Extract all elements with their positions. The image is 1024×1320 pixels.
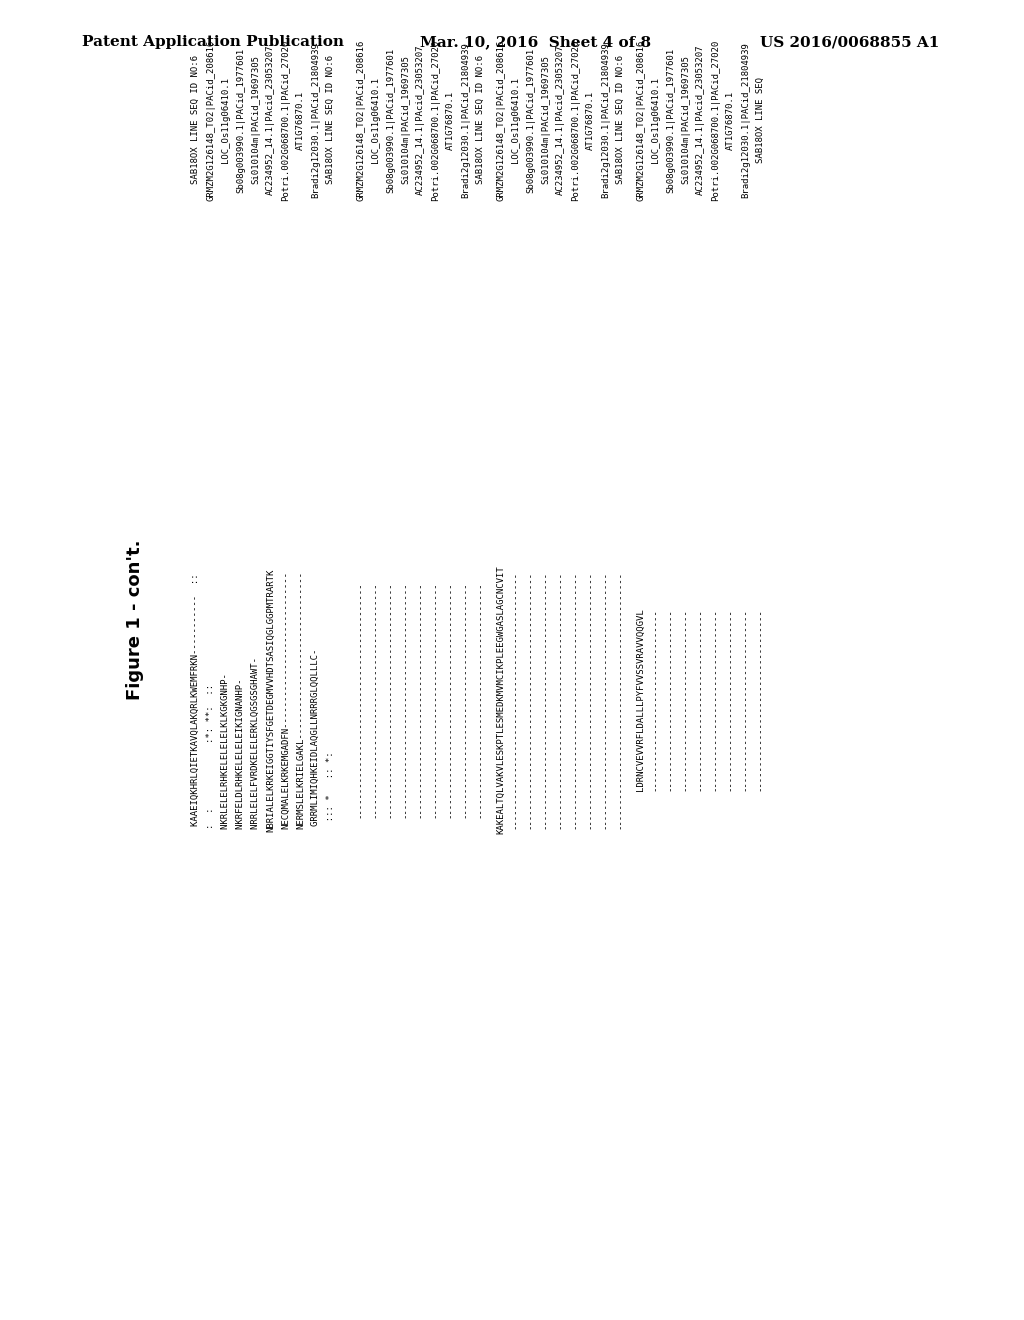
Text: Potri.002G068700.1|PACid_27020: Potri.002G068700.1|PACid_27020	[711, 40, 720, 201]
Text: Bradi2g12030.1|PACid_21804939: Bradi2g12030.1|PACid_21804939	[601, 42, 610, 198]
Text: KAAEIQKHRLQIETKAVQLAKQRLKWEMFRKN-----------  ::: KAAEIQKHRLQIETKAVQLAKQRLKWEMFRKN--------…	[191, 574, 200, 826]
Text: SAB18OX LINE SEQ: SAB18OX LINE SEQ	[756, 77, 765, 162]
Text: --------------------------------------------: ----------------------------------------…	[371, 582, 380, 818]
Text: Potri.002G068700.1|PACid_27020: Potri.002G068700.1|PACid_27020	[571, 40, 580, 201]
Text: NKRFELDLRHKELELELEIKIGNANHP-: NKRFELDLRHKELELELEIKIGNANHP-	[236, 572, 245, 829]
Text: --------------------------------------------: ----------------------------------------…	[476, 582, 485, 818]
Text: LOC_Os11g06410.1: LOC_Os11g06410.1	[221, 77, 230, 162]
Text: --------------------------------------------: ----------------------------------------…	[416, 582, 425, 818]
Text: :  :            :*: **:  ::: : : :*: **: ::	[206, 572, 215, 829]
Text: AT1G76870.1: AT1G76870.1	[726, 91, 735, 149]
Text: Sb08g003990.1|PACid_1977601: Sb08g003990.1|PACid_1977601	[666, 48, 675, 193]
Text: ------------------------------------------------: ----------------------------------------…	[526, 572, 535, 829]
Text: NBRIALELKRKEIGGTIYSFGETDEGMVVHDTSASIQGLGGPMTRARTK: NBRIALELKRKEIGGTIYSFGETDEGMVVHDTSASIQGLG…	[266, 569, 275, 832]
Text: GRMZM2G126148_T02|PACid_208616: GRMZM2G126148_T02|PACid_208616	[636, 40, 645, 201]
Text: SAB18OX LINE SEQ ID NO:6: SAB18OX LINE SEQ ID NO:6	[616, 55, 625, 185]
Text: GRMZM2G126148_T02|PACid_208616: GRMZM2G126148_T02|PACid_208616	[356, 40, 365, 201]
Text: AC234952_14.1|PAcid_23053207: AC234952_14.1|PAcid_23053207	[556, 45, 565, 195]
Text: ------------------------------------------------: ----------------------------------------…	[616, 572, 625, 829]
Text: Patent Application Publication: Patent Application Publication	[82, 36, 344, 49]
Text: ----------------------------------: ----------------------------------	[681, 609, 690, 792]
Text: US 2016/0068855 A1: US 2016/0068855 A1	[760, 36, 939, 49]
Text: NECQMALELKRKEMGADFN-----------------------------: NECQMALELKRKEMGADFN---------------------…	[281, 572, 290, 829]
Text: GRMZM2G126148_T02|PACid_208616: GRMZM2G126148_T02|PACid_208616	[206, 40, 215, 201]
Text: NERMSLELKRIELGAKL-------------------------------: NERMSLELKRIELGAKL-----------------------…	[296, 572, 305, 829]
Text: --------------------------------------------: ----------------------------------------…	[356, 582, 365, 818]
Text: ----------------------------------: ----------------------------------	[696, 609, 705, 792]
Text: AT1G76870.1: AT1G76870.1	[446, 91, 455, 149]
Text: Bradi2g12030.1|PACid_21804939: Bradi2g12030.1|PACid_21804939	[461, 42, 470, 198]
Text: LOC_Os11g06410.1: LOC_Os11g06410.1	[511, 77, 520, 162]
Text: --------------------------------------------: ----------------------------------------…	[446, 582, 455, 818]
Text: --------------------------------------------: ----------------------------------------…	[461, 582, 470, 818]
Text: AT1G76870.1: AT1G76870.1	[296, 91, 305, 149]
Text: Bradi2g12030.1|PACid_21804939: Bradi2g12030.1|PACid_21804939	[311, 42, 319, 198]
Text: LOC_Os11g06410.1: LOC_Os11g06410.1	[651, 77, 660, 162]
Text: ------------------------------------------------: ----------------------------------------…	[571, 572, 580, 829]
Text: Sb08g003990.1|PACid_1977601: Sb08g003990.1|PACid_1977601	[236, 48, 245, 193]
Text: GRRMLIMIQHKEIDLAQGLLNRRRGLQQLLLC-: GRRMLIMIQHKEIDLAQGLLNRRRGLQQLLLC-	[311, 574, 319, 826]
Text: ----------------------------------: ----------------------------------	[651, 609, 660, 792]
Text: ------------------------------------------------: ----------------------------------------…	[586, 572, 595, 829]
Text: NKRLELELRHKELELELELKLKGKGNHP-: NKRLELELRHKELELELELKLKGKGNHP-	[221, 572, 230, 829]
Text: AC234952_14.1|PAcid_23053207: AC234952_14.1|PAcid_23053207	[416, 45, 425, 195]
Text: GRMZM2G126148_T02|PACid_208616: GRMZM2G126148_T02|PACid_208616	[496, 40, 505, 201]
Text: ------------------------------------------------: ----------------------------------------…	[601, 572, 610, 829]
Text: ----------------------------------: ----------------------------------	[741, 609, 750, 792]
Text: ::: *   :: *:: ::: * :: *:	[326, 569, 335, 832]
Text: SAB18OX LINE SEQ ID NO:6: SAB18OX LINE SEQ ID NO:6	[326, 55, 335, 185]
Text: --------------------------------------------: ----------------------------------------…	[431, 582, 440, 818]
Text: Si010104m|PACid_19697305: Si010104m|PACid_19697305	[681, 55, 690, 185]
Text: Potri.002G068700.1|PACid_27020: Potri.002G068700.1|PACid_27020	[281, 40, 290, 201]
Text: SAB18OX LINE SEQ ID NO:6: SAB18OX LINE SEQ ID NO:6	[191, 55, 200, 185]
Text: ------------------------------------------------: ----------------------------------------…	[556, 572, 565, 829]
Text: ----------------------------------: ----------------------------------	[666, 609, 675, 792]
Text: AT1G76870.1: AT1G76870.1	[586, 91, 595, 149]
Text: ------------------------------------------------: ----------------------------------------…	[541, 572, 550, 829]
Text: --------------------------------------------: ----------------------------------------…	[386, 582, 395, 818]
Text: LOC_Os11g06410.1: LOC_Os11g06410.1	[371, 77, 380, 162]
Text: Mar. 10, 2016  Sheet 4 of 8: Mar. 10, 2016 Sheet 4 of 8	[420, 36, 651, 49]
Text: Potri.002G068700.1|PACid_27020: Potri.002G068700.1|PACid_27020	[431, 40, 440, 201]
Text: Sb08g003990.1|PACid_1977601: Sb08g003990.1|PACid_1977601	[386, 48, 395, 193]
Text: Si010104m|PACid_19697305: Si010104m|PACid_19697305	[401, 55, 410, 185]
Text: Bradi2g12030.1|PACid_21804939: Bradi2g12030.1|PACid_21804939	[741, 42, 750, 198]
Text: ----------------------------------: ----------------------------------	[756, 609, 765, 792]
Text: --------------------------------------------: ----------------------------------------…	[401, 582, 410, 818]
Text: AC234952_14.1|PAcid_23053207: AC234952_14.1|PAcid_23053207	[696, 45, 705, 195]
Text: ------------------------------------------------: ----------------------------------------…	[511, 572, 520, 829]
Text: KAKEALTQLVAKVLESKPTLESMEDKMVMCIKPLEEGWGASLAGCNCVIT: KAKEALTQLVAKVLESKPTLESMEDKMVMCIKPLEEGWGA…	[496, 566, 505, 834]
Text: ----------------------------------: ----------------------------------	[726, 609, 735, 792]
Text: Figure 1 - con't.: Figure 1 - con't.	[126, 540, 144, 700]
Text: ----------------------------------: ----------------------------------	[711, 609, 720, 792]
Text: LDRNCVEVVRFLDALLLPYFVVSSVRAVVQQGVL: LDRNCVEVVRFLDALLLPYFVVSSVRAVVQQGVL	[636, 609, 645, 792]
Text: AC234952_14.1|PAcid_23053207: AC234952_14.1|PAcid_23053207	[266, 45, 275, 195]
Text: NRRLELELFVRDKELELERKLQGSGSGHAWT-: NRRLELELFVRDKELELERKLQGSGSGHAWT-	[251, 572, 260, 829]
Text: SAB18OX LINE SEQ ID NO:6: SAB18OX LINE SEQ ID NO:6	[476, 55, 485, 185]
Text: Si010104m|PACid_19697305: Si010104m|PACid_19697305	[251, 55, 260, 185]
Text: Sb08g003990.1|PACid_1977601: Sb08g003990.1|PACid_1977601	[526, 48, 535, 193]
Text: Si010104m|PACid_19697305: Si010104m|PACid_19697305	[541, 55, 550, 185]
